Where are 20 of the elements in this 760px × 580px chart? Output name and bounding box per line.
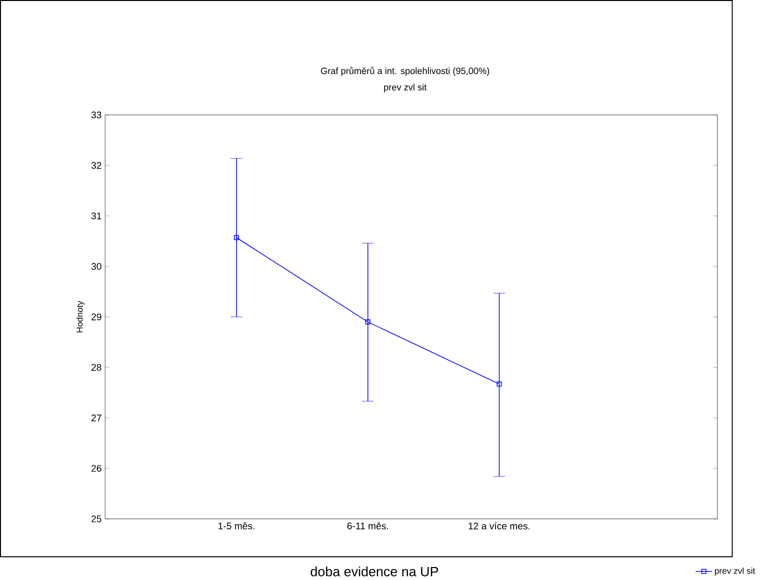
- y-axis-title: Hodnoty: [76, 301, 84, 333]
- chart-title: Graf průměrů a int. spolehlivosti (95,00%): [320, 66, 490, 76]
- x-axis-title: doba evidence na UP: [310, 566, 438, 577]
- point: [496, 382, 502, 387]
- point: [234, 235, 239, 240]
- y-tick-label: 33: [91, 112, 102, 119]
- y-tick-label: 30: [91, 263, 102, 270]
- y-tick-label: 26: [92, 465, 102, 472]
- x-tick-label: 1-5 měs.: [218, 522, 254, 530]
- point: [365, 320, 370, 325]
- chart-subtitle: prev zvl sit: [384, 84, 427, 92]
- y-tick-label: 28: [92, 364, 102, 372]
- y-tick-label: 29: [92, 314, 102, 321]
- y-tick-label: 25: [92, 516, 102, 523]
- y-tick-label: 32: [91, 162, 102, 170]
- x-tick-label: 6-11 měs.: [347, 522, 388, 530]
- x-tick-label: 12 a více mes.: [468, 522, 530, 530]
- y-tick-label: 31: [91, 212, 102, 220]
- y-tick-label: 27: [92, 414, 102, 422]
- legend-label: prev zvl sit: [714, 568, 756, 576]
